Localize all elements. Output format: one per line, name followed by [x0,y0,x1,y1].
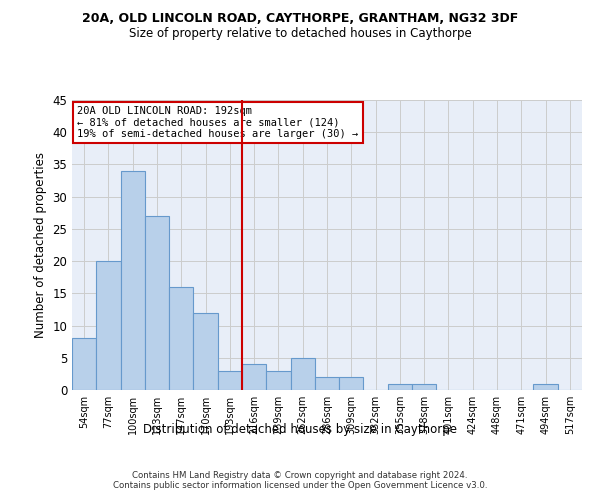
Bar [315,377,339,390]
Bar [266,370,290,390]
Bar [96,261,121,390]
Bar [412,384,436,390]
Text: 20A, OLD LINCOLN ROAD, CAYTHORPE, GRANTHAM, NG32 3DF: 20A, OLD LINCOLN ROAD, CAYTHORPE, GRANTH… [82,12,518,26]
Bar [145,216,169,390]
Bar [72,338,96,390]
Text: Size of property relative to detached houses in Caythorpe: Size of property relative to detached ho… [128,28,472,40]
Bar [218,370,242,390]
Bar [339,377,364,390]
Bar [290,358,315,390]
Bar [169,287,193,390]
Bar [388,384,412,390]
Bar [533,384,558,390]
Text: 20A OLD LINCOLN ROAD: 192sqm
← 81% of detached houses are smaller (124)
19% of s: 20A OLD LINCOLN ROAD: 192sqm ← 81% of de… [77,106,358,139]
Bar [121,171,145,390]
Bar [193,312,218,390]
Y-axis label: Number of detached properties: Number of detached properties [34,152,47,338]
Text: Contains HM Land Registry data © Crown copyright and database right 2024.
Contai: Contains HM Land Registry data © Crown c… [113,470,487,490]
Bar [242,364,266,390]
Text: Distribution of detached houses by size in Caythorpe: Distribution of detached houses by size … [143,422,457,436]
